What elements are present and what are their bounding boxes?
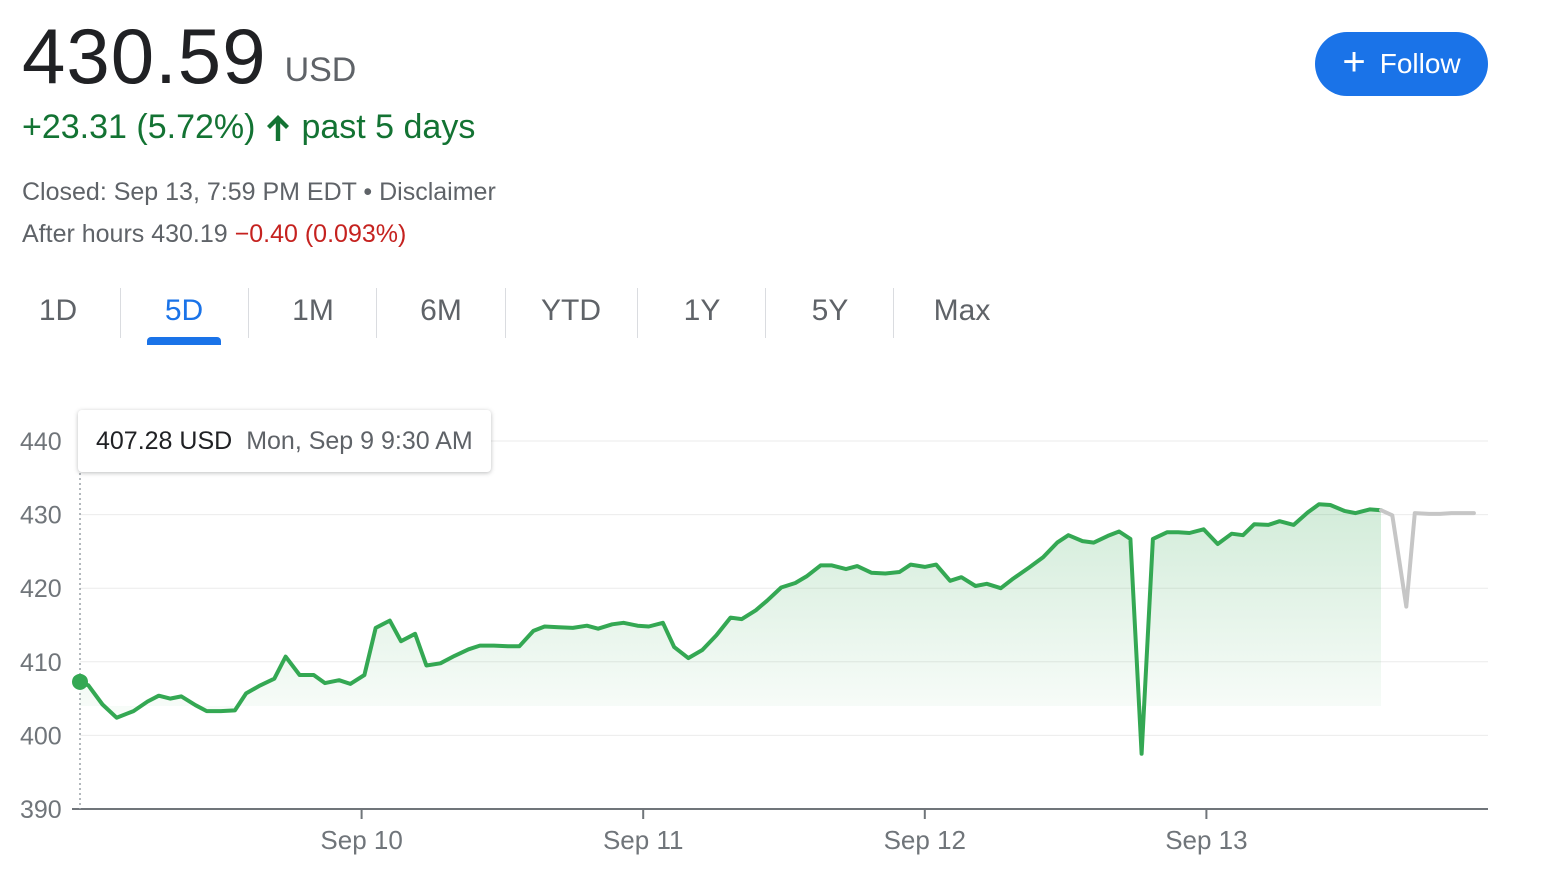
change-period: past 5 days: [301, 108, 476, 146]
price-line: [78, 502, 1383, 756]
tab-label: 6M: [420, 294, 462, 327]
tab-label: 1M: [292, 294, 334, 327]
price-change-row: +23.31 (5.72%) past 5 days: [22, 108, 475, 147]
active-tab-indicator: [147, 337, 221, 345]
tab-6m[interactable]: 6M: [403, 284, 479, 344]
x-tick-label: Sep 12: [884, 825, 966, 855]
tab-1y[interactable]: 1Y: [664, 284, 740, 344]
x-tick-label: Sep 10: [320, 825, 402, 855]
tab-1m[interactable]: 1M: [275, 284, 351, 344]
follow-button-label: Follow: [1379, 48, 1461, 79]
x-tick-label: Sep 11: [603, 825, 683, 855]
tab-label: 1Y: [683, 294, 721, 327]
y-tick-label: 440: [20, 428, 62, 456]
arrow-up-icon: [267, 114, 290, 141]
tooltip-price: 407.28 USD: [96, 426, 233, 455]
after-hours-change: −0.40 (0.093%): [234, 220, 407, 248]
tab-5d[interactable]: 5D: [147, 284, 221, 344]
tab-1d[interactable]: 1D: [20, 284, 96, 344]
closed-time: Closed: Sep 13, 7:59 PM EDT: [22, 178, 357, 206]
currency-label: USD: [284, 51, 357, 89]
price-change: +23.31 (5.72%): [22, 108, 256, 146]
tab-divider: [248, 288, 249, 338]
tab-label: 1D: [38, 294, 78, 327]
tab-label: Max: [933, 294, 991, 327]
y-tick-label: 430: [20, 502, 62, 530]
follow-button[interactable]: + Follow: [1315, 32, 1488, 96]
tab-label: 5Y: [811, 294, 849, 327]
y-tick-label: 400: [20, 722, 62, 750]
current-price: 430.59: [22, 12, 267, 100]
separator-dot: •: [363, 178, 373, 206]
x-tick-label: Sep 13: [1165, 825, 1247, 855]
highlight-point: [72, 673, 88, 690]
after-hours-row: After hours 430.19 −0.40 (0.093%): [22, 220, 406, 249]
y-tick-label: 390: [20, 796, 62, 824]
price-area-fill: [80, 504, 1381, 754]
tab-ytd[interactable]: YTD: [530, 284, 612, 344]
y-tick-label: 410: [20, 649, 62, 677]
tab-divider: [637, 288, 638, 338]
tab-max[interactable]: Max: [918, 284, 1006, 344]
chart-tooltip: 407.28 USD Mon, Sep 9 9:30 AM: [78, 410, 491, 472]
tab-divider: [765, 288, 766, 338]
tab-label: 5D: [164, 294, 204, 327]
tab-divider: [376, 288, 377, 338]
after-hours-price: After hours 430.19: [22, 220, 228, 248]
tab-5y[interactable]: 5Y: [792, 284, 868, 344]
y-tick-label: 420: [20, 575, 62, 603]
price-header: 430.59 USD: [22, 8, 356, 104]
tab-divider: [505, 288, 506, 338]
tab-divider: [120, 288, 121, 338]
disclaimer-link[interactable]: Disclaimer: [379, 178, 496, 206]
tab-divider: [893, 288, 894, 338]
plus-icon: +: [1342, 40, 1366, 84]
closed-row: Closed: Sep 13, 7:59 PM EDT • Disclaimer: [22, 178, 496, 207]
after-hours-line: [1379, 508, 1476, 609]
tab-label: YTD: [541, 294, 601, 327]
tooltip-time: Mon, Sep 9 9:30 AM: [246, 426, 473, 455]
